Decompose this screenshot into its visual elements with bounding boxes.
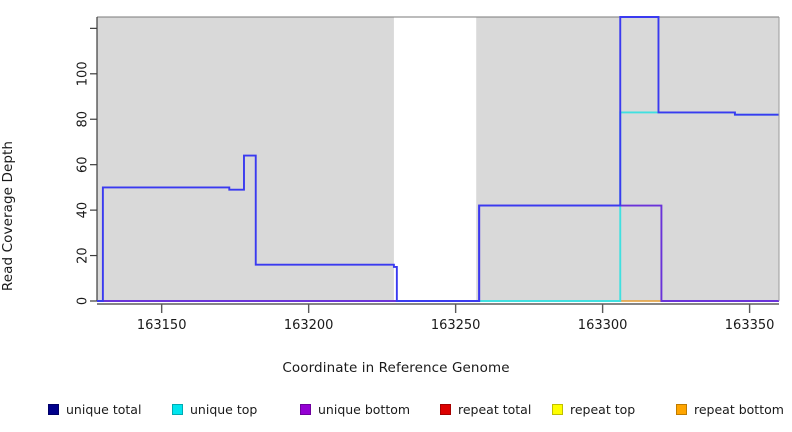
legend-item-repeat-bottom[interactable]: repeat bottom [676,398,784,420]
legend-item-unique-top[interactable]: unique top [172,398,257,420]
legend-swatch-unique-top [172,403,183,415]
legend-item-repeat-total[interactable]: repeat total [440,398,531,420]
x-tick-label-163350: 163350 [725,318,775,333]
y-tick-label-60: 60 [76,156,91,173]
x-tick-label-163300: 163300 [578,318,628,333]
legend-label-unique-bottom: unique bottom [318,401,411,417]
legend-swatch-unique-total [48,403,59,415]
legend-swatch-repeat-top [552,403,563,415]
x-axis-title: Coordinate in Reference Genome [0,360,792,376]
legend-label-repeat-total: repeat total [458,401,532,417]
y-tick-label-20: 20 [76,247,91,264]
legend-item-unique-total[interactable]: unique total [48,398,141,420]
legend-item-unique-bottom[interactable]: unique bottom [300,398,410,420]
y-tick-label-100: 100 [76,61,91,86]
covered-region-right [476,17,779,301]
y-tick-label-40: 40 [76,202,91,219]
series-unique-total [97,16,779,302]
legend-label-repeat-top: repeat top [570,401,636,417]
legend-swatch-repeat-total [440,403,451,415]
legend-label-unique-top: unique top [190,401,258,417]
x-tick-label-163200: 163200 [284,318,334,333]
y-tick-label-0: 0 [76,297,91,305]
legend-label-unique-total: unique total [66,401,142,417]
legend-swatch-unique-bottom [300,403,311,415]
chart-legend: unique total unique top unique bottom repea… [0,398,792,420]
x-tick-label-163150: 163150 [137,318,187,333]
covered-region-left [97,17,394,301]
legend-label-repeat-bottom: repeat bottom [694,401,784,417]
legend-item-repeat-top[interactable]: repeat top [552,398,635,420]
x-axis-title-text: Coordinate in Reference Genome [282,360,510,376]
legend-swatch-repeat-bottom [676,403,687,415]
y-tick-label-80: 80 [76,111,91,128]
x-tick-label-163250: 163250 [431,318,481,333]
